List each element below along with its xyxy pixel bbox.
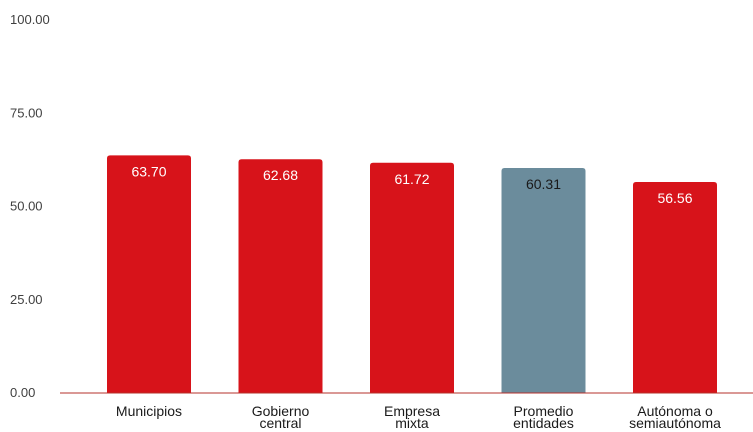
bar: [501, 168, 586, 393]
x-category-label-line: Empresa: [384, 403, 440, 419]
bar-value-label: 60.31: [526, 176, 561, 192]
x-category-label-line: Promedio: [514, 403, 574, 419]
bar-value-label: 63.70: [131, 163, 166, 179]
y-axis: 0.00 25.00 50.00 75.00 100.00: [10, 12, 50, 400]
x-category-label: Municipios: [116, 403, 182, 419]
bar-value-label: 56.56: [657, 190, 692, 206]
x-category-label: Empresa mixta: [384, 403, 440, 431]
x-axis: Municipios Gobierno central Empresa mixta Pro…: [116, 403, 721, 431]
bars-group: 63.70 62.68 61.72 60.31 56.56: [107, 155, 717, 393]
x-category-label: Promedio entidades: [513, 403, 574, 431]
bar: [370, 162, 454, 393]
x-category-label-line: Gobierno: [252, 403, 310, 419]
x-category-label-line: Municipios: [116, 403, 182, 419]
x-category-label: Gobierno central: [252, 403, 310, 431]
bar: [633, 182, 717, 393]
y-tick-label: 100.00: [10, 12, 50, 27]
bar-value-label: 62.68: [263, 167, 298, 183]
y-tick-label: 75.00: [10, 105, 43, 120]
x-category-label-line: central: [259, 415, 301, 431]
x-category-label-line: semiautónoma: [629, 415, 721, 431]
x-category-label-line: Autónoma o: [637, 403, 713, 419]
y-tick-label: 25.00: [10, 292, 43, 307]
y-tick-label: 50.00: [10, 199, 43, 214]
y-tick-label: 0.00: [10, 385, 35, 400]
bar-value-label: 61.72: [394, 171, 429, 187]
bar: [107, 155, 191, 393]
x-category-label-line: mixta: [395, 415, 429, 431]
x-category-label: Autónoma o semiautónoma: [629, 403, 721, 431]
x-category-label-line: entidades: [513, 415, 574, 431]
bar: [238, 159, 323, 393]
